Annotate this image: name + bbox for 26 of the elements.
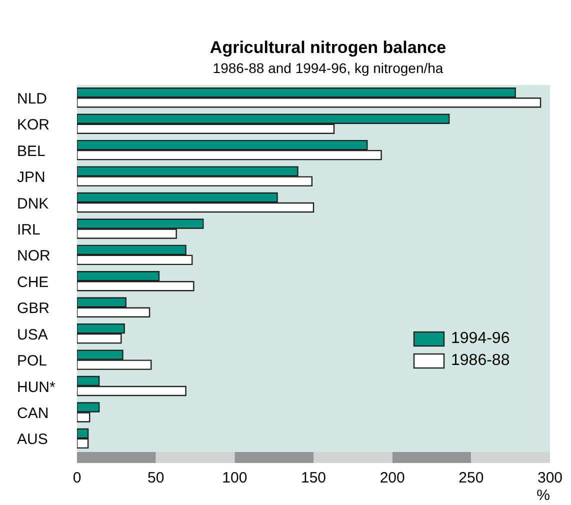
legend-label: 1994-96 (451, 330, 510, 348)
y-tick-label: JPN (17, 169, 46, 186)
chart-subtitle: 1986-88 and 1994-96, kg nitrogen/ha (212, 60, 444, 76)
y-tick-label: KOR (17, 116, 50, 134)
y-tick-label: AUS (17, 431, 48, 448)
x-tick-label: 300 (537, 470, 563, 487)
y-tick-label: USA (17, 326, 48, 344)
y-tick-label: HUN* (17, 378, 56, 396)
y-tick-label: BEL (17, 142, 46, 160)
x-tick-label: 150 (300, 470, 326, 487)
y-tick-label: NLD (17, 90, 48, 108)
chart-title: Agricultural nitrogen balance (208, 38, 448, 58)
y-tick-label: POL (17, 352, 48, 370)
y-tick-label: DNK (17, 195, 49, 212)
y-tick-label: CHE (17, 274, 49, 291)
x-axis-title: % (536, 487, 550, 504)
y-tick-label: GBR (17, 300, 50, 318)
y-tick-label: NOR (17, 248, 50, 265)
y-tick-label: IRL (17, 222, 40, 239)
x-tick-label: 0 (72, 470, 82, 487)
y-tick-label: CAN (17, 405, 49, 422)
x-tick-label: 250 (458, 470, 484, 487)
x-tick-label: 200 (380, 470, 405, 487)
legend-label: 1986-88 (451, 352, 510, 370)
x-tick-label: 50 (147, 470, 164, 487)
x-tick-label: 100 (222, 470, 248, 487)
